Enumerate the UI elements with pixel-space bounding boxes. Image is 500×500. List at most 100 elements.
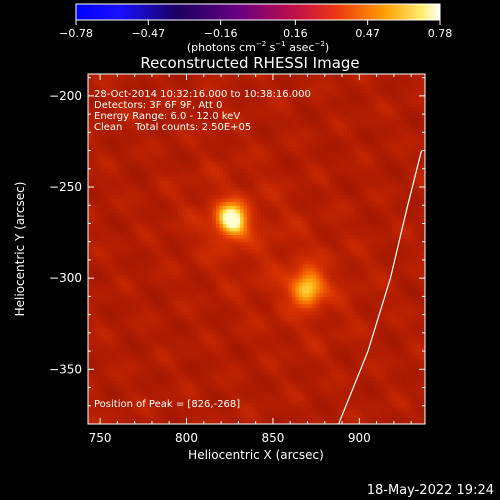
heatmap-cell [167,194,172,199]
heatmap-cell [153,409,158,414]
heatmap-cell [115,289,120,294]
heatmap-cell [246,125,252,130]
heatmap-cell [257,409,262,414]
heatmap-cell [240,340,245,345]
heatmap-cell [198,314,203,319]
heatmap-cell [88,343,93,349]
heatmap-cell [191,139,196,144]
heatmap-cell [215,307,220,312]
heatmap-cell [126,103,131,108]
heatmap-cell [160,161,165,166]
heatmap-cell [88,146,93,152]
heatmap-cell [212,416,217,421]
heatmap-cell [119,139,124,144]
heatmap-cell [164,289,169,294]
heatmap-cell [88,318,93,323]
heatmap-cell [139,369,144,374]
heatmap-cell [215,318,220,323]
heatmap-cell [208,154,214,159]
colorbar-unit-label: (photons cm−2 s−1 asec−2) [187,40,329,54]
heatmap-cell [150,274,155,279]
heatmap-cell [167,402,172,407]
heatmap-cell [181,281,186,287]
heatmap-cell [229,81,234,86]
heatmap-cell [112,398,117,403]
heatmap-cell [240,252,245,257]
heatmap-cell [246,387,252,392]
heatmap-cell [94,165,99,170]
heatmap-cell [260,128,265,133]
heatmap-cell [108,234,113,239]
heatmap-cell [208,285,214,290]
heatmap-cell [143,259,148,265]
heatmap-cell [212,216,217,221]
heatmap-cell [160,77,165,82]
heatmap-cell [222,168,227,174]
heatmap-cell [233,114,238,119]
heatmap-cell [122,245,127,250]
heatmap-cell [126,329,131,334]
heatmap-cell [208,135,214,141]
heatmap-cell [91,135,96,141]
heatmap-cell [229,114,234,119]
heatmap-cell [126,139,131,144]
heatmap-cell [150,314,155,319]
heatmap-cell [143,95,148,101]
heatmap-cell [195,201,200,206]
heatmap-cell [202,197,207,203]
heatmap-cell [215,387,220,392]
heatmap-cell [105,380,110,385]
heatmap-cell [229,398,234,403]
heatmap-cell [243,157,248,163]
heatmap-cell [181,329,186,334]
heatmap-cell [205,132,210,137]
heatmap-cell [115,132,120,137]
heatmap-cell [129,289,134,294]
heatmap-cell [205,409,210,414]
heatmap-cell [222,420,227,424]
heatmap-cell [108,296,113,301]
heatmap-cell [115,125,120,130]
heatmap-cell [139,365,144,370]
heatmap-cell [139,416,144,421]
heatmap-cell [136,103,141,108]
heatmap-cell [150,114,155,119]
heatmap-cell [129,292,134,297]
heatmap-cell [157,125,162,130]
heatmap-cell [184,249,189,254]
heatmap-cell [240,132,245,137]
heatmap-cell [236,351,241,356]
heatmap-cell [208,303,214,308]
heatmap-cell [143,212,148,217]
heatmap-cell [126,88,131,93]
heatmap-cell [98,106,103,112]
heatmap-cell [246,380,252,385]
heatmap-cell [136,110,141,115]
heatmap-cell [119,372,124,378]
heatmap-cell [160,318,165,323]
heatmap-cell [236,95,241,101]
heatmap-cell [240,259,245,265]
heatmap-cell [250,219,255,225]
heatmap-cell [208,106,214,112]
heatmap-cell [205,117,210,122]
heatmap-cell [226,394,231,400]
heatmap-cell [153,183,158,188]
heatmap-cell [226,347,231,352]
heatmap-cell [240,303,245,308]
heatmap-cell [191,259,196,265]
heatmap-cell [143,154,148,159]
heatmap-cell [212,176,217,181]
heatmap-cell [208,321,214,327]
heatmap-cell [188,358,193,363]
heatmap-cell [132,310,137,316]
heatmap-cell [132,296,137,301]
heatmap-cell [115,245,120,250]
heatmap-cell [219,121,224,126]
heatmap-cell [229,256,234,261]
heatmap-cell [174,263,179,268]
heatmap-cell [236,125,241,130]
heatmap-cell [184,121,189,126]
heatmap-cell [98,394,103,400]
heatmap-cell [139,362,144,367]
